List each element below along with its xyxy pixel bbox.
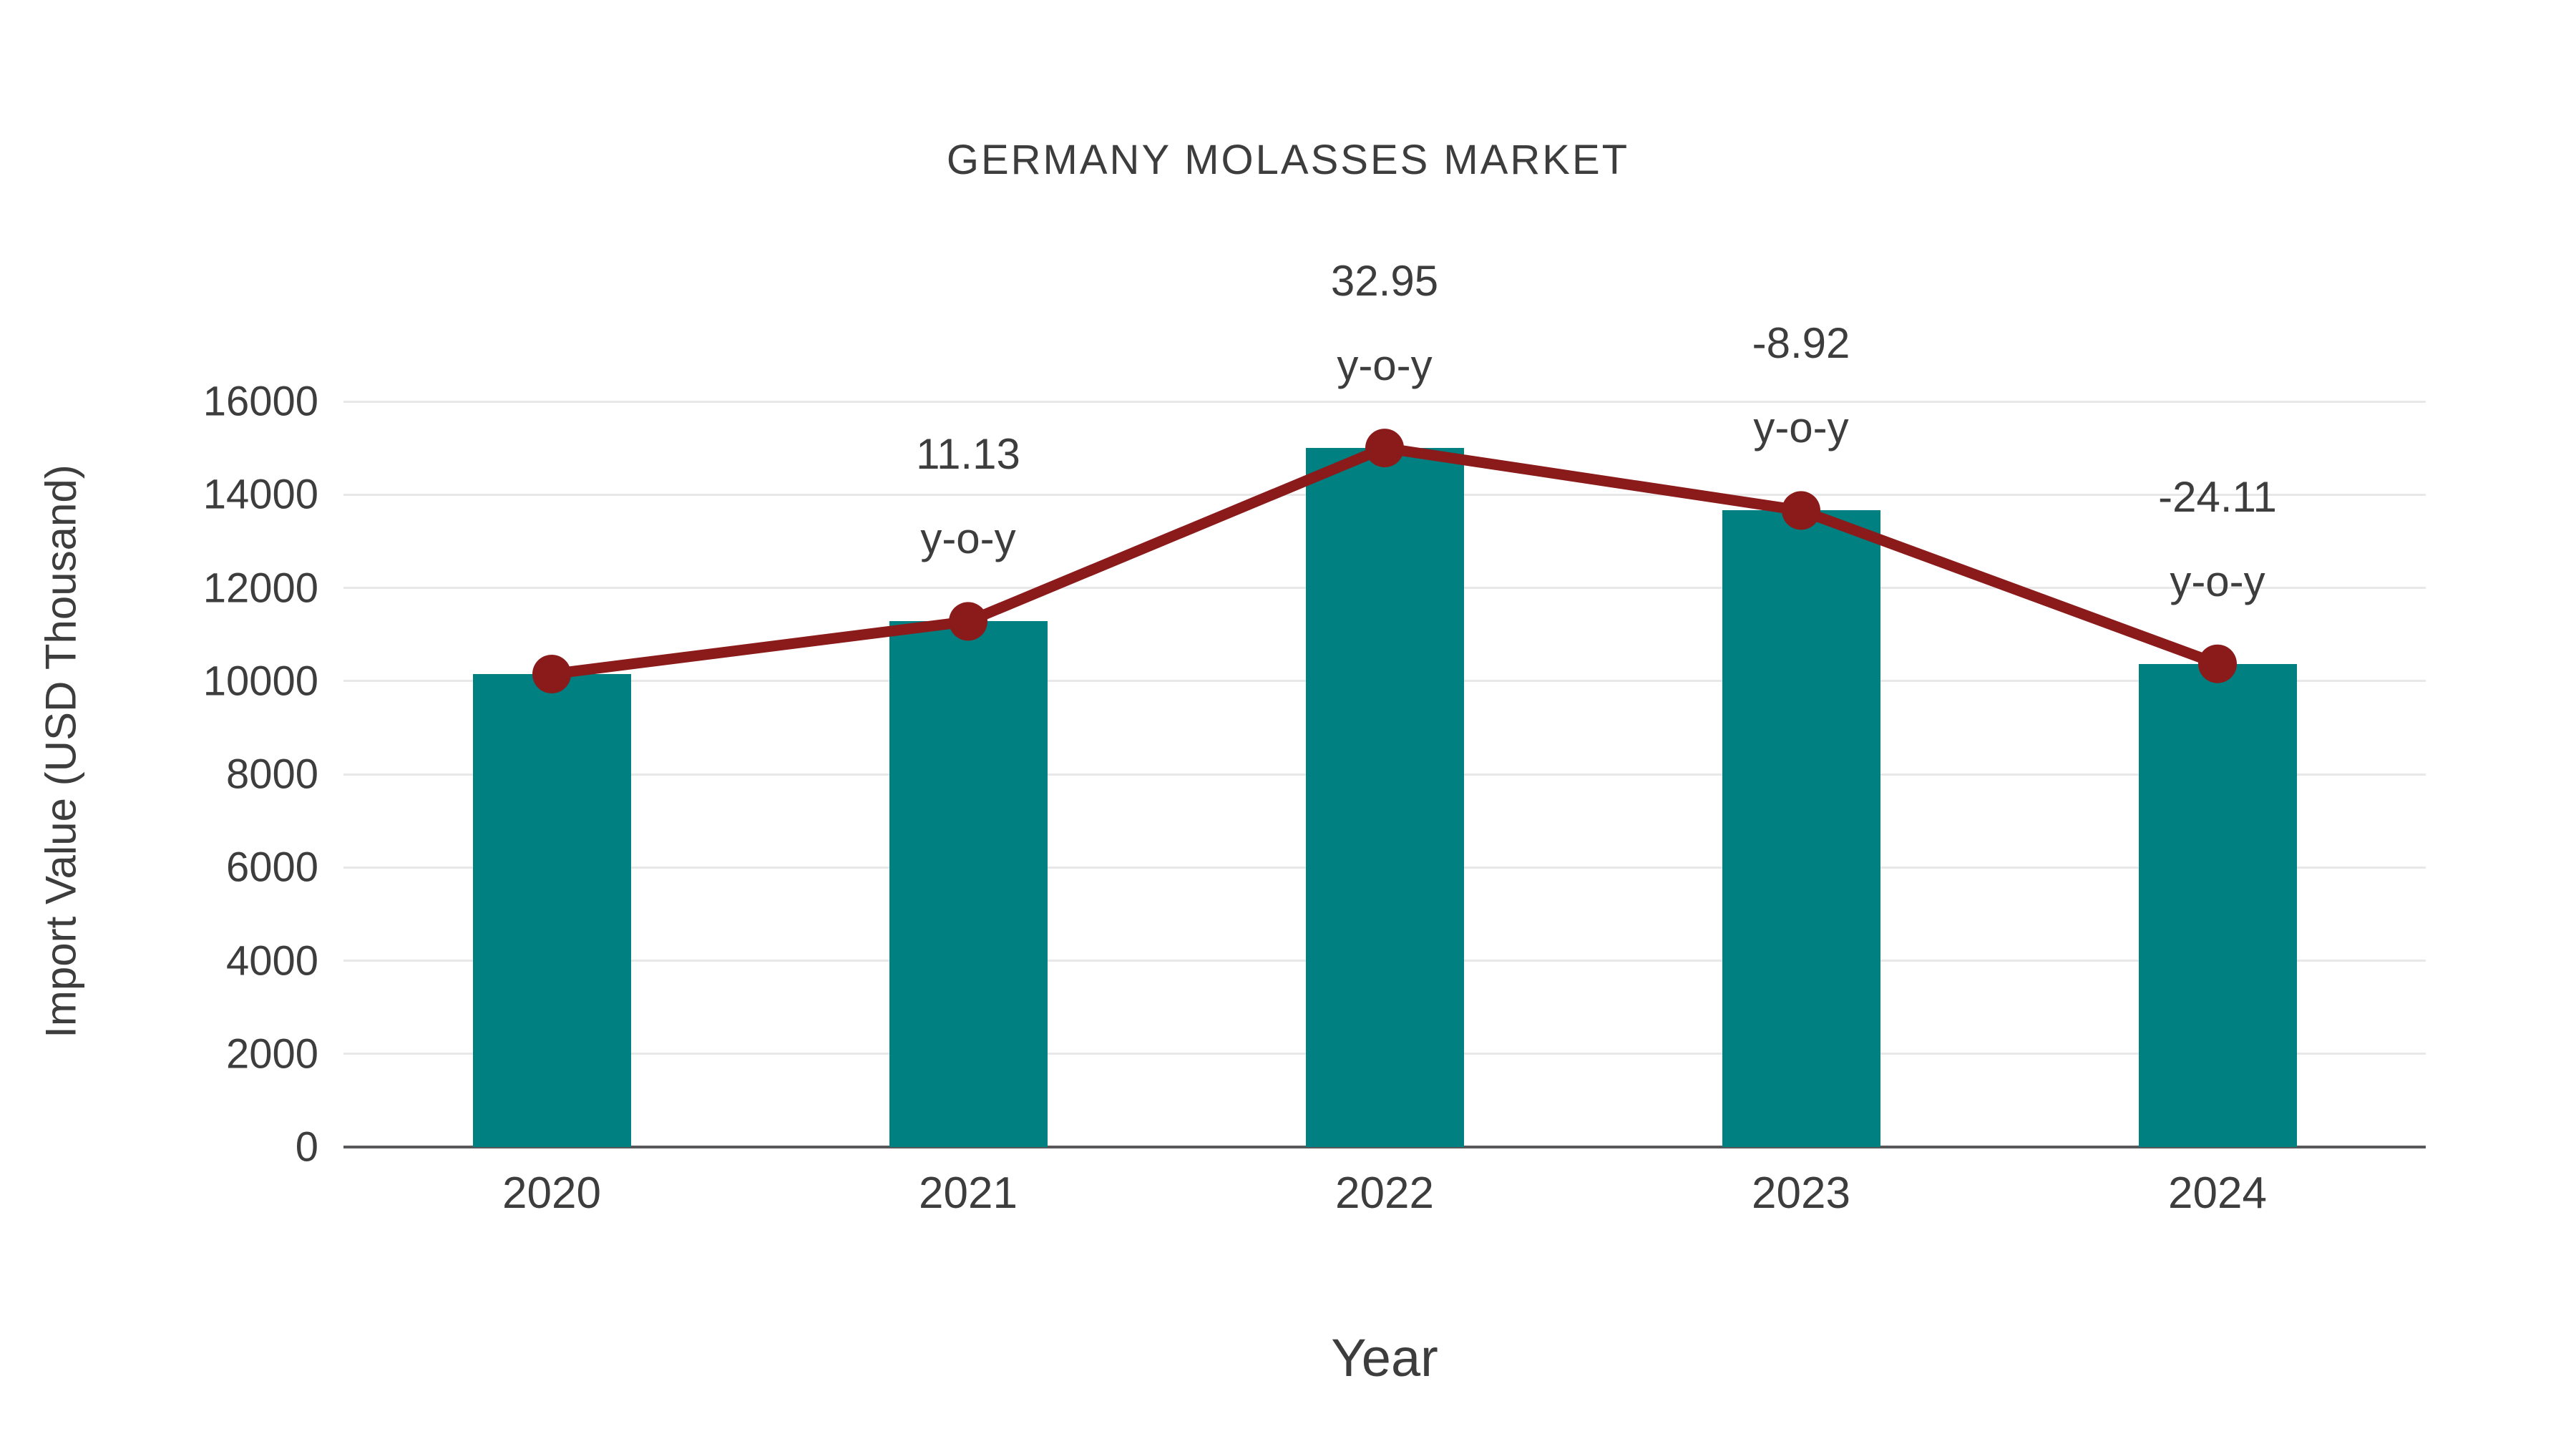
bar-2024 [2138, 663, 2297, 1147]
yoy-label-2023: -8.92 y-o-y [1752, 301, 1850, 470]
x-tick-label-2021: 2021 [919, 1169, 1018, 1218]
y-tick-label-6000: 6000 [225, 844, 318, 891]
y-tick-label-12000: 12000 [203, 565, 318, 611]
yoy-value: -24.11 [2158, 472, 2277, 521]
x-tick-label-2024: 2024 [2168, 1169, 2267, 1218]
x-axis-title: Year [1331, 1328, 1438, 1387]
x-axis-line [343, 1146, 2426, 1148]
yoy-suffix: y-o-y [1337, 341, 1433, 390]
yoy-value: 11.13 [916, 430, 1020, 479]
yoy-value: -8.92 [1752, 319, 1850, 368]
y-axis-title-text: Import Value (USD Thousand) [36, 464, 85, 1038]
bar-2023 [1722, 510, 1880, 1147]
yoy-label-2021: 11.13 y-o-y [916, 412, 1020, 581]
y-tick-label-8000: 8000 [225, 751, 318, 798]
yoy-value: 32.95 [1330, 257, 1439, 306]
bar-2020 [472, 673, 631, 1147]
y-tick-label-0: 0 [295, 1123, 318, 1171]
chart-title: GERMANY MOLASSES MARKET [946, 137, 1630, 183]
yoy-label-2022: 32.95 y-o-y [1331, 239, 1438, 408]
x-tick-label-2022: 2022 [1335, 1169, 1434, 1218]
x-tick-label-2020: 2020 [502, 1169, 601, 1218]
x-tick-label-2023: 2023 [1752, 1169, 1850, 1218]
y-tick-label-4000: 4000 [225, 937, 318, 984]
yoy-suffix: y-o-y [1753, 404, 1849, 452]
yoy-suffix: y-o-y [2170, 557, 2265, 605]
gridline-16000 [343, 400, 2426, 403]
y-tick-label-16000: 16000 [203, 378, 318, 425]
y-tick-label-2000: 2000 [225, 1030, 318, 1078]
yoy-suffix: y-o-y [920, 514, 1016, 563]
y-tick-label-10000: 10000 [203, 658, 318, 705]
bar-2021 [889, 621, 1048, 1147]
bar-2022 [1305, 448, 1464, 1147]
y-tick-label-14000: 14000 [203, 471, 318, 518]
yoy-label-2024: -24.11 y-o-y [2158, 455, 2277, 624]
